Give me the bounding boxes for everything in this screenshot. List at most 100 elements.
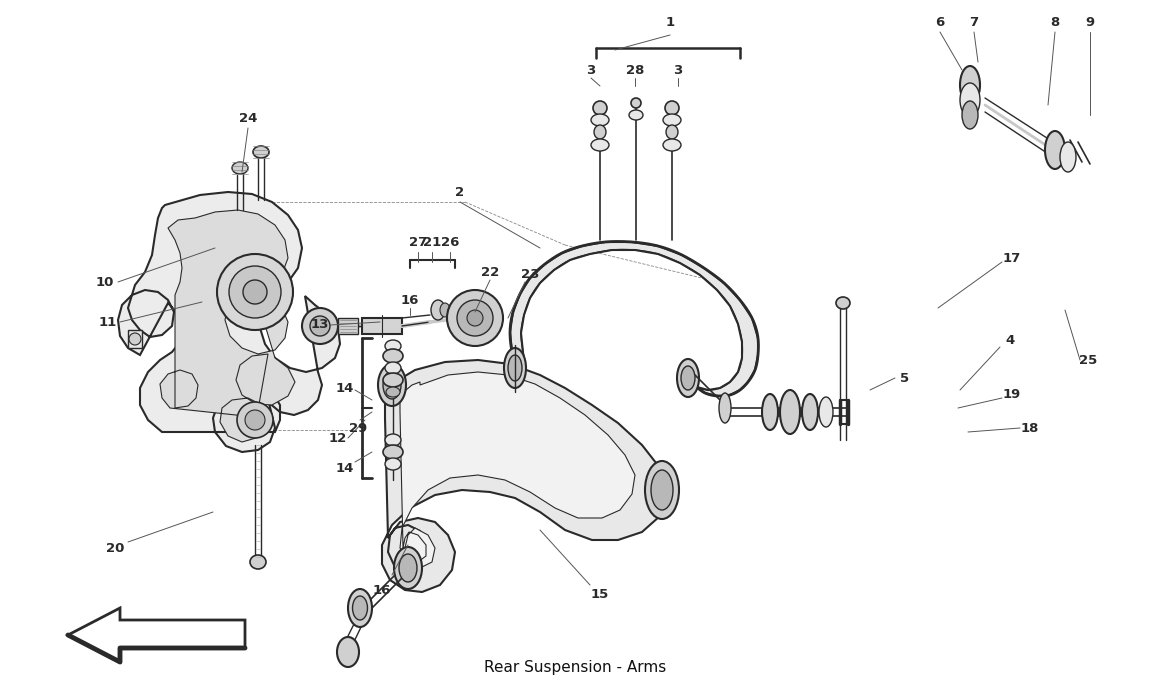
Polygon shape: [509, 242, 758, 396]
Ellipse shape: [383, 445, 402, 459]
Circle shape: [229, 266, 281, 318]
Ellipse shape: [780, 390, 800, 434]
Text: 25: 25: [1079, 354, 1097, 367]
Ellipse shape: [666, 125, 678, 139]
Text: 21: 21: [423, 236, 442, 249]
Ellipse shape: [253, 146, 269, 158]
Text: 14: 14: [336, 382, 354, 395]
Text: 1: 1: [666, 16, 675, 29]
Text: 24: 24: [239, 111, 258, 124]
Ellipse shape: [337, 637, 359, 667]
Ellipse shape: [595, 125, 606, 139]
Polygon shape: [338, 318, 358, 334]
Polygon shape: [160, 210, 296, 442]
Ellipse shape: [385, 458, 401, 470]
Text: 20: 20: [106, 542, 124, 555]
Circle shape: [457, 300, 493, 336]
Ellipse shape: [665, 101, 678, 115]
Text: 22: 22: [481, 266, 499, 279]
Circle shape: [243, 280, 267, 304]
Ellipse shape: [353, 596, 368, 620]
Circle shape: [310, 316, 330, 336]
Ellipse shape: [383, 349, 402, 363]
Text: 13: 13: [310, 318, 329, 331]
Ellipse shape: [960, 66, 980, 104]
Polygon shape: [128, 330, 141, 348]
Polygon shape: [382, 360, 668, 592]
Ellipse shape: [762, 394, 779, 430]
Ellipse shape: [232, 162, 248, 174]
Text: 2: 2: [455, 186, 465, 199]
Text: 6: 6: [935, 16, 944, 29]
Ellipse shape: [719, 393, 731, 423]
Ellipse shape: [250, 555, 266, 569]
Ellipse shape: [681, 366, 695, 390]
Text: 10: 10: [95, 275, 114, 288]
Ellipse shape: [385, 340, 401, 352]
Text: 3: 3: [586, 64, 596, 76]
Text: 4: 4: [1005, 333, 1014, 346]
Ellipse shape: [591, 139, 610, 151]
Ellipse shape: [664, 139, 681, 151]
Ellipse shape: [1060, 142, 1076, 172]
Polygon shape: [400, 372, 635, 568]
Text: 3: 3: [674, 64, 683, 76]
Text: 8: 8: [1050, 16, 1059, 29]
Text: 11: 11: [99, 316, 117, 329]
Circle shape: [129, 333, 141, 345]
Circle shape: [447, 290, 503, 346]
Circle shape: [467, 310, 483, 326]
Ellipse shape: [819, 397, 833, 427]
Ellipse shape: [440, 303, 450, 317]
Ellipse shape: [645, 461, 678, 519]
Text: 26: 26: [440, 236, 459, 249]
Ellipse shape: [677, 359, 699, 397]
Text: 15: 15: [591, 589, 610, 602]
Text: 7: 7: [969, 16, 979, 29]
Ellipse shape: [629, 110, 643, 120]
Text: 16: 16: [401, 294, 420, 307]
Text: Rear Suspension - Arms: Rear Suspension - Arms: [484, 660, 666, 675]
Ellipse shape: [431, 300, 445, 320]
Ellipse shape: [593, 101, 607, 115]
Ellipse shape: [651, 470, 673, 510]
Text: 18: 18: [1021, 421, 1040, 434]
Ellipse shape: [631, 98, 641, 108]
Ellipse shape: [378, 364, 406, 406]
Ellipse shape: [960, 83, 980, 117]
Ellipse shape: [963, 101, 978, 129]
Ellipse shape: [383, 373, 402, 387]
Ellipse shape: [1045, 131, 1065, 169]
Text: 28: 28: [626, 64, 644, 76]
Text: 16: 16: [373, 583, 391, 596]
Text: 9: 9: [1086, 16, 1095, 29]
Text: 27: 27: [409, 236, 427, 249]
Ellipse shape: [348, 589, 371, 627]
Ellipse shape: [399, 554, 417, 582]
Ellipse shape: [385, 362, 401, 374]
Polygon shape: [118, 192, 340, 452]
Ellipse shape: [664, 114, 681, 126]
Ellipse shape: [836, 297, 850, 309]
Circle shape: [217, 254, 293, 330]
Ellipse shape: [504, 348, 526, 388]
Text: 14: 14: [336, 462, 354, 475]
Circle shape: [302, 308, 338, 344]
Text: 29: 29: [348, 421, 367, 434]
Circle shape: [237, 402, 273, 438]
Text: 17: 17: [1003, 251, 1021, 264]
Ellipse shape: [508, 355, 522, 381]
Ellipse shape: [802, 394, 818, 430]
Polygon shape: [362, 318, 402, 334]
Ellipse shape: [394, 547, 422, 589]
Text: 5: 5: [900, 372, 910, 385]
Text: 12: 12: [329, 432, 347, 445]
Circle shape: [245, 410, 264, 430]
Ellipse shape: [385, 434, 401, 446]
Ellipse shape: [386, 387, 400, 397]
Polygon shape: [68, 608, 245, 662]
Ellipse shape: [591, 114, 610, 126]
Text: 23: 23: [521, 268, 539, 281]
Text: 19: 19: [1003, 389, 1021, 402]
Ellipse shape: [383, 371, 401, 399]
